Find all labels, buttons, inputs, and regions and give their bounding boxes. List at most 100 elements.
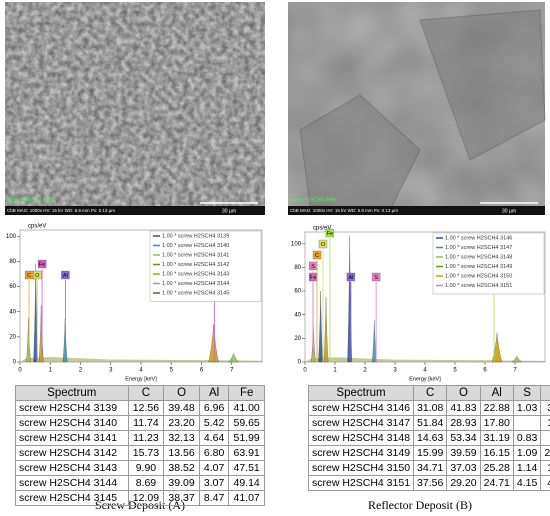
table-cell: 3.18 [540,400,550,416]
table-cell: 15.99 [413,445,448,461]
table-row: screw H2SCH4 314915.9939.5916.151.0927.1… [307,445,550,461]
table-row: screw H2SCH4 3141 11.23 32.13 4.64 51.99 [15,430,265,446]
table-cell: 37.56 [413,475,448,491]
x-axis-label: Energy [keV] [409,376,441,382]
header-cell: C [413,385,448,401]
y-tick-label: 100 [291,241,302,247]
table-cell: screw H2SCH4 3143 [15,460,129,476]
sem-label: screw H2SCH4 2997 [7,197,54,203]
table-cell: screw H2SCH4 3149 [307,445,415,461]
table-cell: screw H2SCH4 3148 [307,430,415,446]
table-cell: 12.56 [127,400,165,416]
table-cell: screw H2SCH4 3144 [15,475,129,491]
y-axis-label: cps/eV [313,226,331,232]
header-cell: Al [479,385,514,401]
x-tick-label: 1 [49,368,53,374]
header-cell: Fe [540,385,550,401]
x-tick-label: 4 [423,368,427,374]
element-label: Fe [39,262,45,268]
table-cell: 49.14 [228,475,265,491]
figure: screw H2SCH4 2997 CbB MAG: 1000x HV: 15 … [5,2,546,382]
table-cell: 8.69 [127,475,165,491]
legend-label: 1.00 * screw H2SCH4 3148 [445,254,512,260]
table-cell: 8.47 [198,490,230,506]
x-tick-label: 7 [230,368,234,374]
y-tick-label: 40 [294,312,301,318]
y-axis-label: cps/eV [28,224,46,230]
table-cell: 32.13 [163,430,200,446]
element-tag [37,259,47,269]
x-tick-label: 2 [79,368,83,374]
table-cell: 0.83 [512,430,542,446]
table-cell: 28.93 [446,415,481,431]
peak [228,352,239,363]
table-cell: 5.42 [198,415,230,431]
table-cell: 59.65 [228,415,265,431]
element-label: O [321,242,326,248]
table-cell: 6.96 [198,400,230,416]
caption: Reflector Deposit (B) [368,498,472,512]
legend-label: 1.00 * screw H2SCH4 3150 [445,273,512,279]
table-cell: 9.90 [127,460,165,476]
x-tick-label: 6 [200,368,204,374]
table-cell [540,430,550,446]
table-cell: 41.00 [228,400,265,416]
x-tick-label: 5 [453,368,457,374]
element-tag [61,270,70,280]
table-cell: screw H2SCH4 3151 [307,475,415,491]
composition-table: SpectrumCOAlSFescrew H2SCH4 314631.0841.… [307,385,550,491]
table-cell [512,415,542,431]
x-tick-label: 2 [363,368,367,374]
table-cell: 41.83 [446,400,481,416]
element-tag [33,270,42,280]
x-tick-label: 7 [513,368,517,374]
table-cell: 24.71 [479,475,514,491]
table-cell: 38.37 [163,490,200,506]
legend [432,232,545,295]
sem-label: screw H2SCH4 2999 [290,197,337,203]
peak [26,317,31,363]
table-cell: 39.09 [163,475,200,491]
table-cell: 41.07 [228,490,265,506]
header-cell: Spectrum [307,385,415,401]
table-cell: 51.84 [413,415,448,431]
table-cell: 22.88 [479,400,514,416]
x-tick-label: 6 [483,368,487,374]
header-cell: Spectrum [15,385,129,401]
table-cell: 47.51 [228,460,265,476]
element-label: S [311,264,315,270]
peak [323,296,329,363]
table-cell: 16.15 [479,445,514,461]
table-cell: 4.07 [198,460,230,476]
element-tag [371,272,381,282]
table-cell: 31.08 [413,400,448,416]
table-cell: screw H2SCH4 3146 [307,400,415,416]
table-cell: 3.07 [198,475,230,491]
table-cell: 6.80 [198,445,230,461]
header-row: SpectrumCOAlSFe [307,385,550,401]
table-cell: 53.34 [446,430,481,446]
legend-label: 1.00 * screw H2SCH4 3143 [162,271,229,277]
legend-label: 1.00 * screw H2SCH4 3141 [162,252,229,258]
legend-label: 1.00 * screw H2SCH4 3144 [162,281,229,287]
table-cell: 14.63 [413,430,448,446]
table-cell: 63.91 [228,445,265,461]
table-row: screw H2SCH4 3144 8.69 39.09 3.07 49.14 [15,475,265,491]
header-cell: O [163,385,200,401]
element-label: C [27,273,31,279]
table-cell: 25.28 [479,460,514,476]
table-cell: 13.56 [163,445,200,461]
table-cell: 4.64 [198,430,230,446]
table-row: screw H2SCH4 3148 14.63 53.34 31.19 0.83 [307,430,550,446]
element-label: O [35,273,40,279]
scale-bar-label: 30 µm [222,208,236,214]
y-tick-label: 20 [9,334,16,340]
element-label: Al [63,273,68,279]
y-tick-label: 80 [294,265,301,271]
table-cell: 31.19 [479,430,514,446]
baseline-noise [20,356,262,362]
table-row: screw H2SCH4 3139 12.56 39.48 6.96 41.00 [15,400,265,416]
y-tick-label: 40 [9,309,16,315]
